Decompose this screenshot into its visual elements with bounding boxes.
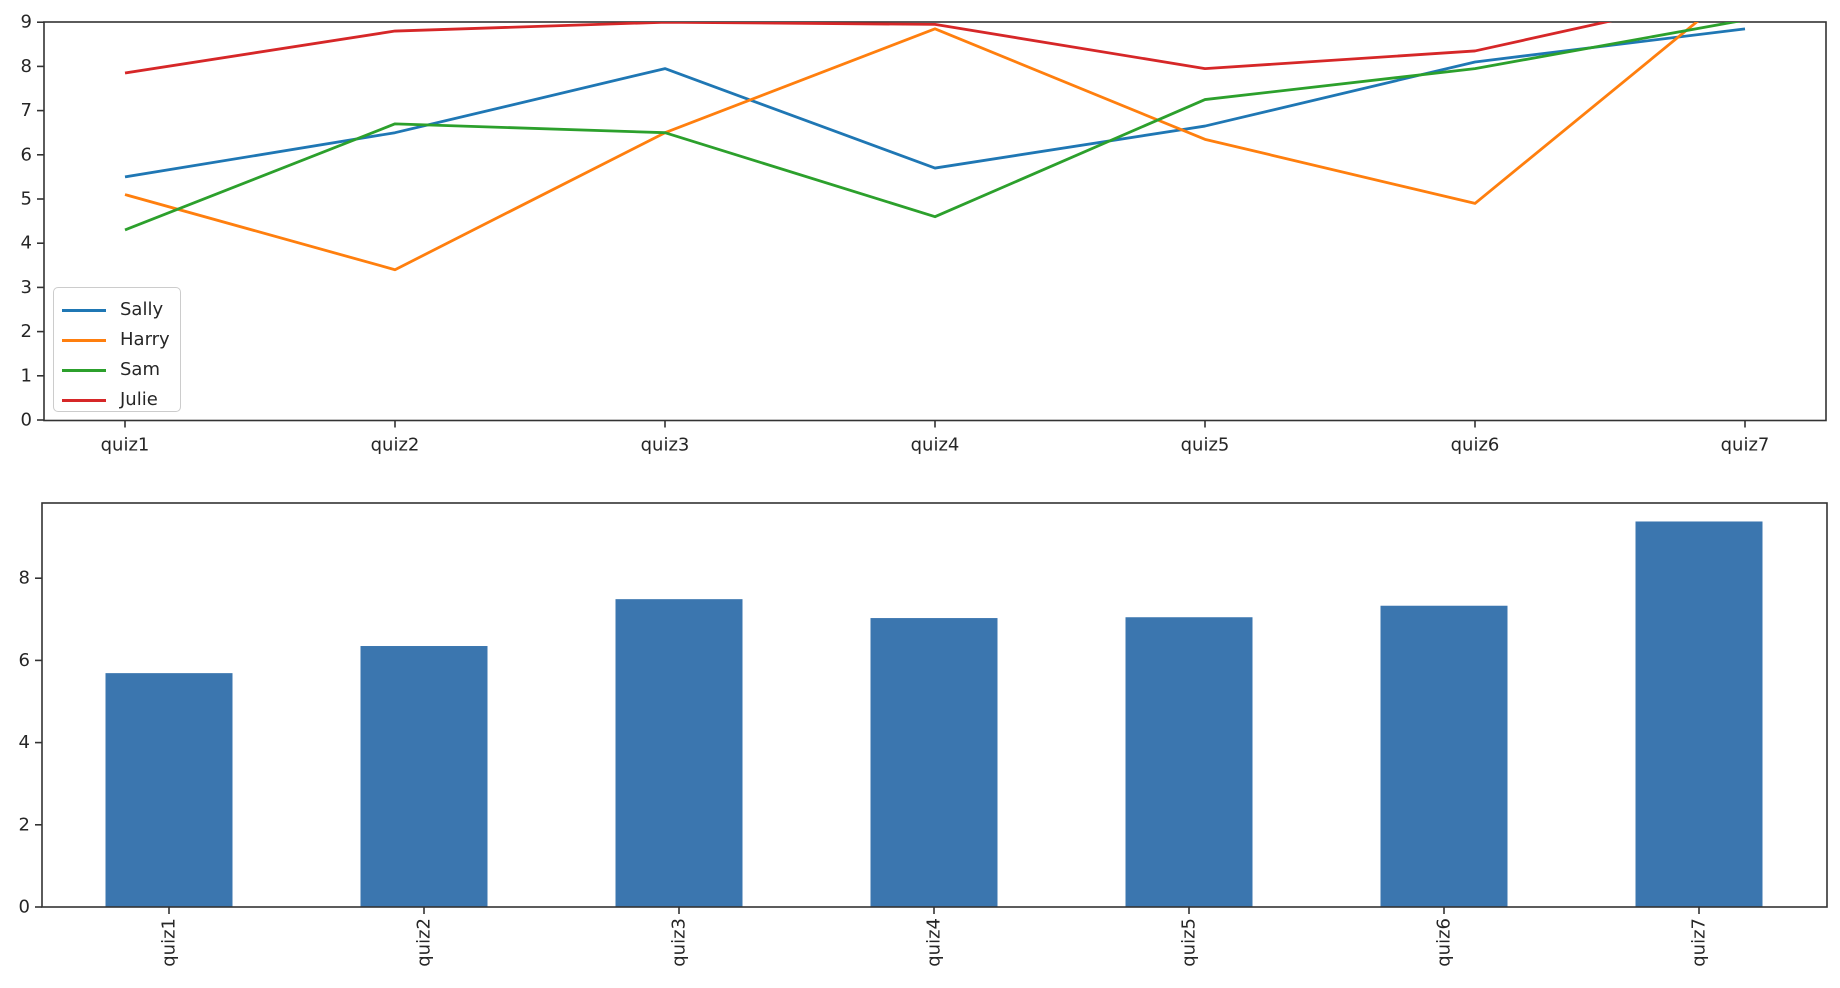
- legend-swatch-sam: [62, 368, 106, 372]
- line-plot-border: [43, 21, 1827, 422]
- x-tick-label-quiz6: quiz6: [1451, 435, 1500, 456]
- line-series-sally: [124, 27, 1746, 179]
- line-chart-canvas: 0 1 2 3 4 5 6 7 8 9 quiz1 quiz2 quiz3 quiz4 quiz5 quiz6…: [21, 12, 1827, 456]
- legend-label-julie: Julie: [120, 389, 158, 410]
- bar-y-tick-label-0: 0: [19, 897, 30, 918]
- x-tick-label-quiz4: quiz4: [911, 435, 960, 456]
- bar-y-tick-label-2: 2: [19, 814, 30, 835]
- bar-x-tick-label-quiz1: quiz1: [159, 918, 180, 967]
- legend-label-sally: Sally: [120, 299, 164, 320]
- bar-x-tick-label-quiz5: quiz5: [1179, 918, 1200, 967]
- bar-x-tick-label-quiz2: quiz2: [414, 918, 435, 967]
- x-tick-label-quiz5: quiz5: [1181, 435, 1230, 456]
- legend-label-harry: Harry: [120, 329, 170, 350]
- bar-quiz7: [1635, 521, 1763, 907]
- line-series-harry: [124, 22, 1699, 272]
- bar-quiz2: [360, 646, 488, 907]
- legend-entry-sam: Sam: [62, 355, 180, 385]
- legend-entry-harry: Harry: [62, 325, 180, 355]
- legend-label-sam: Sam: [120, 359, 160, 380]
- bar-quiz4: [870, 618, 998, 907]
- legend-swatch-sally: [62, 308, 106, 312]
- y-tick-label-5: 5: [21, 189, 32, 210]
- y-tick-label-4: 4: [21, 233, 32, 254]
- y-tick-label-2: 2: [21, 321, 32, 342]
- y-tick-label-9: 9: [21, 12, 32, 33]
- line-series-group: [124, 22, 1746, 272]
- bar-y-tick-label-4: 4: [19, 732, 30, 753]
- legend: Sally Harry Sam Julie: [53, 287, 181, 412]
- line-chart: 0 1 2 3 4 5 6 7 8 9 quiz1 quiz2 quiz3 quiz4 quiz5 quiz6…: [0, 0, 1840, 472]
- bar-quiz6: [1380, 605, 1508, 907]
- y-tick-label-3: 3: [21, 277, 32, 298]
- bar-x-tick-label-quiz6: quiz6: [1434, 918, 1455, 967]
- bar-quiz1: [105, 673, 233, 907]
- bar-x-tick-label-quiz7: quiz7: [1689, 918, 1710, 967]
- y-tick-label-1: 1: [21, 365, 32, 386]
- x-tick-label-quiz1: quiz1: [101, 435, 150, 456]
- line-series-sam: [124, 22, 1742, 232]
- bar-chart-canvas: 0 2 4 6 8 quiz1 quiz2 quiz3 quiz4 quiz5 quiz6 quiz7: [19, 502, 1828, 967]
- y-tick-label-7: 7: [21, 100, 32, 121]
- bar-chart: 0 2 4 6 8 quiz1 quiz2 quiz3 quiz4 quiz5 quiz6 quiz7: [0, 472, 1840, 988]
- y-tick-label-0: 0: [21, 410, 32, 431]
- legend-swatch-julie: [62, 398, 106, 402]
- legend-swatch-harry: [62, 338, 106, 342]
- bar-x-tick-label-quiz3: quiz3: [669, 918, 690, 967]
- legend-entry-julie: Julie: [62, 385, 180, 415]
- bar-quiz3: [615, 599, 743, 907]
- y-tick-label-6: 6: [21, 144, 32, 165]
- x-tick-label-quiz7: quiz7: [1721, 435, 1770, 456]
- bar-y-tick-label-8: 8: [19, 568, 30, 589]
- bar-x-tick-label-quiz4: quiz4: [924, 918, 945, 967]
- bar-quiz5: [1125, 617, 1253, 907]
- legend-entry-sally: Sally: [62, 295, 180, 325]
- line-series-julie: [124, 22, 1613, 75]
- bar-y-tick-label-6: 6: [19, 650, 30, 671]
- x-tick-label-quiz2: quiz2: [371, 435, 420, 456]
- x-tick-label-quiz3: quiz3: [641, 435, 690, 456]
- y-tick-label-8: 8: [21, 56, 32, 77]
